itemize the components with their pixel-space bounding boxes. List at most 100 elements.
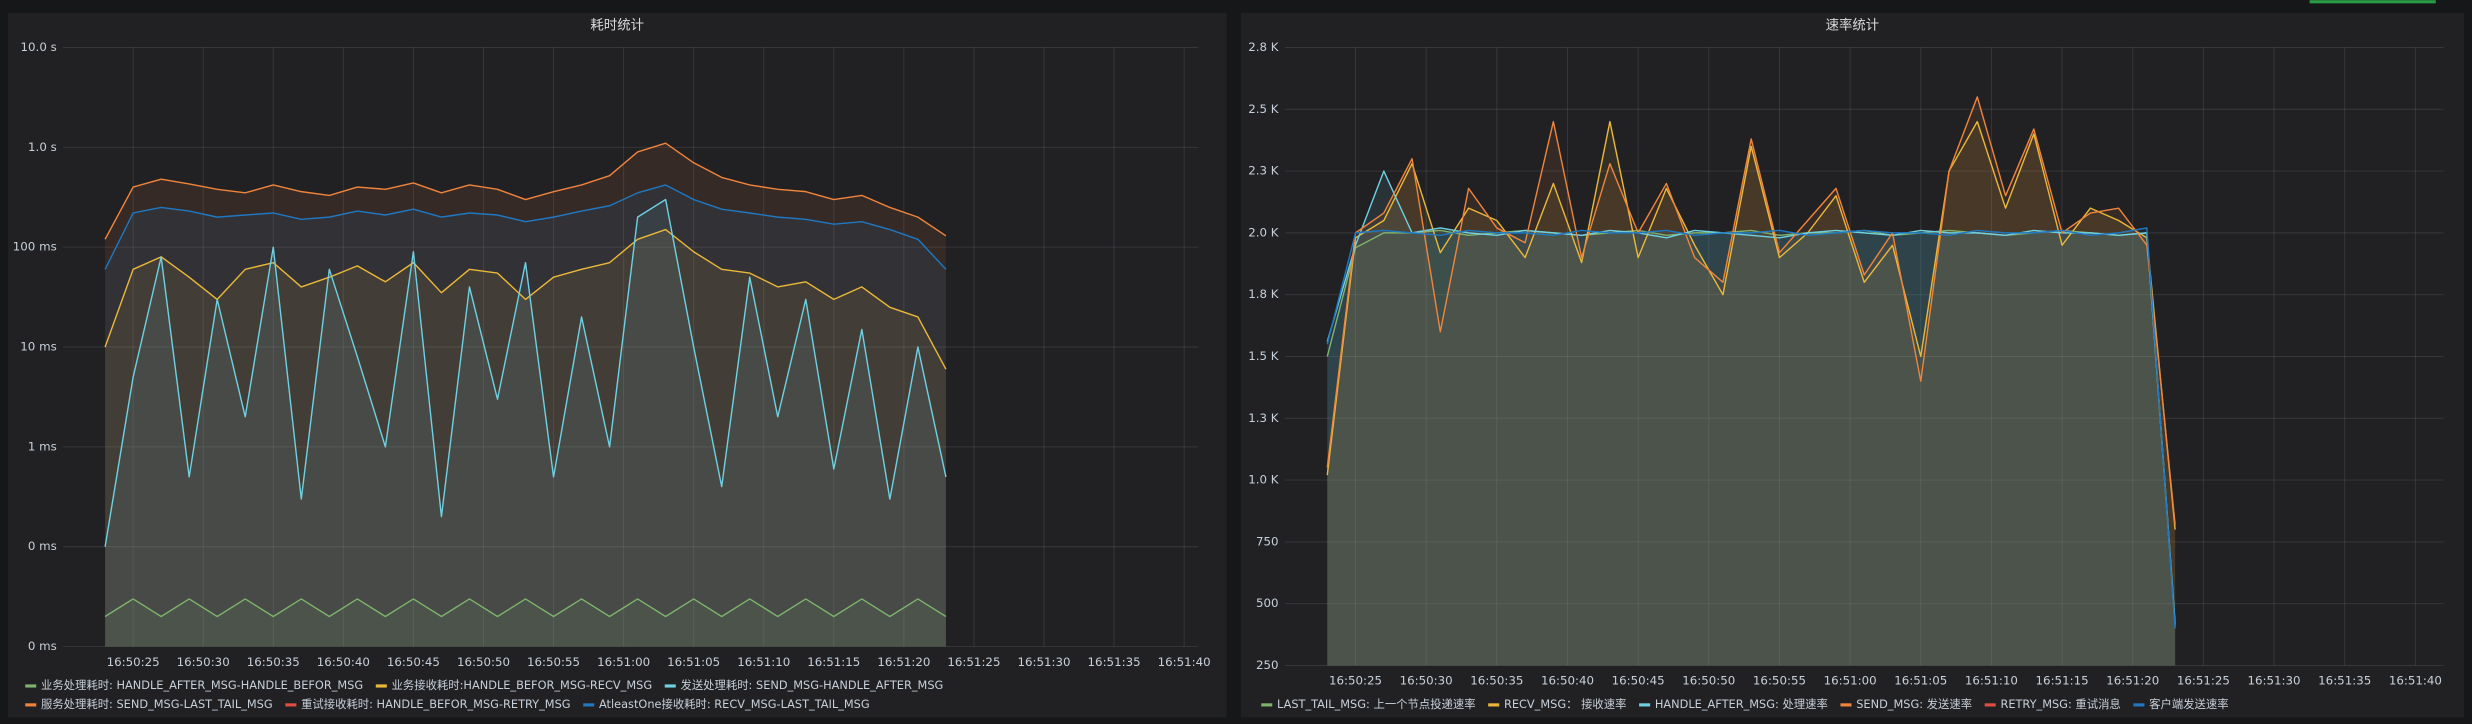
panel <box>1240 12 2465 718</box>
x-tick-label: 16:51:20 <box>877 655 930 669</box>
legend-label: 业务处理耗时: HANDLE_AFTER_MSG-HANDLE_BEFOR_MS… <box>41 678 363 692</box>
series-area <box>1327 230 2176 666</box>
y-tick-label: 1.0 s <box>28 140 57 154</box>
legend-swatch <box>1984 703 1996 707</box>
x-tick-label: 16:51:20 <box>2106 674 2159 688</box>
x-tick-label: 16:50:55 <box>1753 674 1806 688</box>
x-tick-label: 16:50:35 <box>1470 674 1523 688</box>
x-tick-label: 16:50:25 <box>107 655 160 669</box>
y-tick-label: 1.0 K <box>1248 473 1279 487</box>
y-tick-label: 0 ms <box>28 539 57 553</box>
series-area <box>105 229 946 647</box>
x-tick-label: 16:50:40 <box>1541 674 1594 688</box>
x-tick-label: 16:50:30 <box>177 655 230 669</box>
y-tick-label: 0 ms <box>28 639 57 653</box>
series-line <box>104 184 947 270</box>
status-bar <box>2309 0 2436 4</box>
y-tick-label: 1.5 K <box>1248 349 1279 363</box>
y-tick-label: 1 ms <box>28 439 57 453</box>
legend-label: RECV_MSG： 接收速率 <box>1504 697 1627 711</box>
x-tick-label: 16:51:15 <box>2036 674 2089 688</box>
legend-swatch <box>285 703 297 707</box>
x-tick-label: 16:50:55 <box>527 655 580 669</box>
x-tick-label: 16:51:10 <box>1965 674 2018 688</box>
y-tick-label: 750 <box>1256 534 1279 548</box>
legend-item: 服务处理耗时: SEND_MSG-LAST_TAIL_MSG <box>25 697 273 711</box>
y-tick-label: 10 ms <box>20 340 56 354</box>
y-tick-label: 250 <box>1256 658 1279 672</box>
series-line <box>1326 120 2176 530</box>
panel <box>7 12 1227 718</box>
y-tick-label: 2.8 K <box>1248 40 1279 54</box>
panel-title: 速率统计 <box>1826 16 1880 33</box>
series-line <box>104 142 947 240</box>
series-line <box>104 198 947 547</box>
legend-item: AtleastOne接收耗时: RECV_MSG-LAST_TAIL_MSG <box>583 697 870 711</box>
x-tick-label: 16:50:30 <box>1400 674 1453 688</box>
series-line <box>104 228 947 370</box>
x-tick-label: 16:51:30 <box>2248 674 2301 688</box>
legend-swatch <box>25 684 37 688</box>
legend-item: 业务处理耗时: HANDLE_AFTER_MSG-HANDLE_BEFOR_MS… <box>25 678 363 692</box>
panel-title: 耗时统计 <box>590 17 644 33</box>
x-tick-label: 16:50:40 <box>317 655 370 669</box>
x-tick-label: 16:51:00 <box>1824 674 1877 688</box>
x-tick-label: 16:51:15 <box>807 655 860 669</box>
legend-swatch <box>1261 703 1273 707</box>
series-area <box>105 199 946 647</box>
series-area <box>1327 121 2176 666</box>
y-tick-label: 500 <box>1256 596 1279 610</box>
legend-item: HANDLE_AFTER_MSG: 处理速率 <box>1639 697 1828 711</box>
y-tick-label: 2.5 K <box>1248 102 1279 116</box>
legend-label: 发送处理耗时: SEND_MSG-HANDLE_AFTER_MSG <box>681 678 944 692</box>
legend-item: SEND_MSG: 发送速率 <box>1840 697 1972 711</box>
series-line <box>1326 96 2176 525</box>
x-tick-label: 16:51:40 <box>1158 655 1211 669</box>
legend-swatch <box>1639 703 1651 707</box>
x-tick-label: 16:50:45 <box>1612 674 1665 688</box>
legend-swatch <box>1488 703 1500 707</box>
x-tick-label: 16:51:35 <box>2318 674 2371 688</box>
series-area <box>1327 96 2176 666</box>
series-line <box>1326 227 2176 629</box>
legend-item: 发送处理耗时: SEND_MSG-HANDLE_AFTER_MSG <box>664 678 944 692</box>
legend-item: 业务接收耗时:HANDLE_BEFOR_MSG-RECV_MSG <box>375 678 652 692</box>
legend-item: RETRY_MSG: 重试消息 <box>1984 697 2121 711</box>
series-area <box>1327 227 2176 666</box>
legend-label: 重试接收耗时: HANDLE_BEFOR_MSG-RETRY_MSG <box>301 697 571 711</box>
x-tick-label: 16:50:45 <box>387 655 440 669</box>
legend-label: SEND_MSG: 发送速率 <box>1856 697 1972 711</box>
x-tick-label: 16:51:00 <box>597 655 650 669</box>
legend-swatch <box>583 703 595 707</box>
x-tick-label: 16:51:35 <box>1088 655 1141 669</box>
y-tick-label: 2.3 K <box>1248 164 1279 178</box>
y-tick-label: 100 ms <box>13 240 57 254</box>
legend-label: RETRY_MSG: 重试消息 <box>2000 697 2120 711</box>
y-tick-label: 1.8 K <box>1248 287 1279 301</box>
legend-swatch <box>1840 703 1852 707</box>
x-tick-label: 16:50:35 <box>247 655 300 669</box>
x-tick-label: 16:51:30 <box>1017 655 1070 669</box>
legend-label: AtleastOne接收耗时: RECV_MSG-LAST_TAIL_MSG <box>599 697 870 711</box>
legend-label: 服务处理耗时: SEND_MSG-LAST_TAIL_MSG <box>41 697 273 711</box>
legend-swatch <box>664 684 676 688</box>
x-tick-label: 16:51:25 <box>2177 674 2230 688</box>
legend-label: 客户端发送速率 <box>2149 697 2228 711</box>
legend-swatch <box>2133 703 2145 707</box>
x-tick-label: 16:50:50 <box>457 655 510 669</box>
series-area <box>105 143 946 647</box>
y-tick-label: 2.0 K <box>1248 225 1279 239</box>
legend-item: 客户端发送速率 <box>2133 697 2229 711</box>
series-line <box>1326 170 2176 624</box>
series-line <box>104 598 947 618</box>
legend-item: 重试接收耗时: HANDLE_BEFOR_MSG-RETRY_MSG <box>285 697 571 711</box>
x-tick-label: 16:51:10 <box>737 655 790 669</box>
x-tick-label: 16:51:25 <box>947 655 1000 669</box>
x-tick-label: 16:51:40 <box>2389 674 2442 688</box>
series-area <box>1327 171 2176 666</box>
x-tick-label: 16:50:25 <box>1329 674 1382 688</box>
legend-label: LAST_TAIL_MSG: 上一个节点投递速率 <box>1277 697 1476 711</box>
y-tick-label: 1.3 K <box>1248 411 1279 425</box>
